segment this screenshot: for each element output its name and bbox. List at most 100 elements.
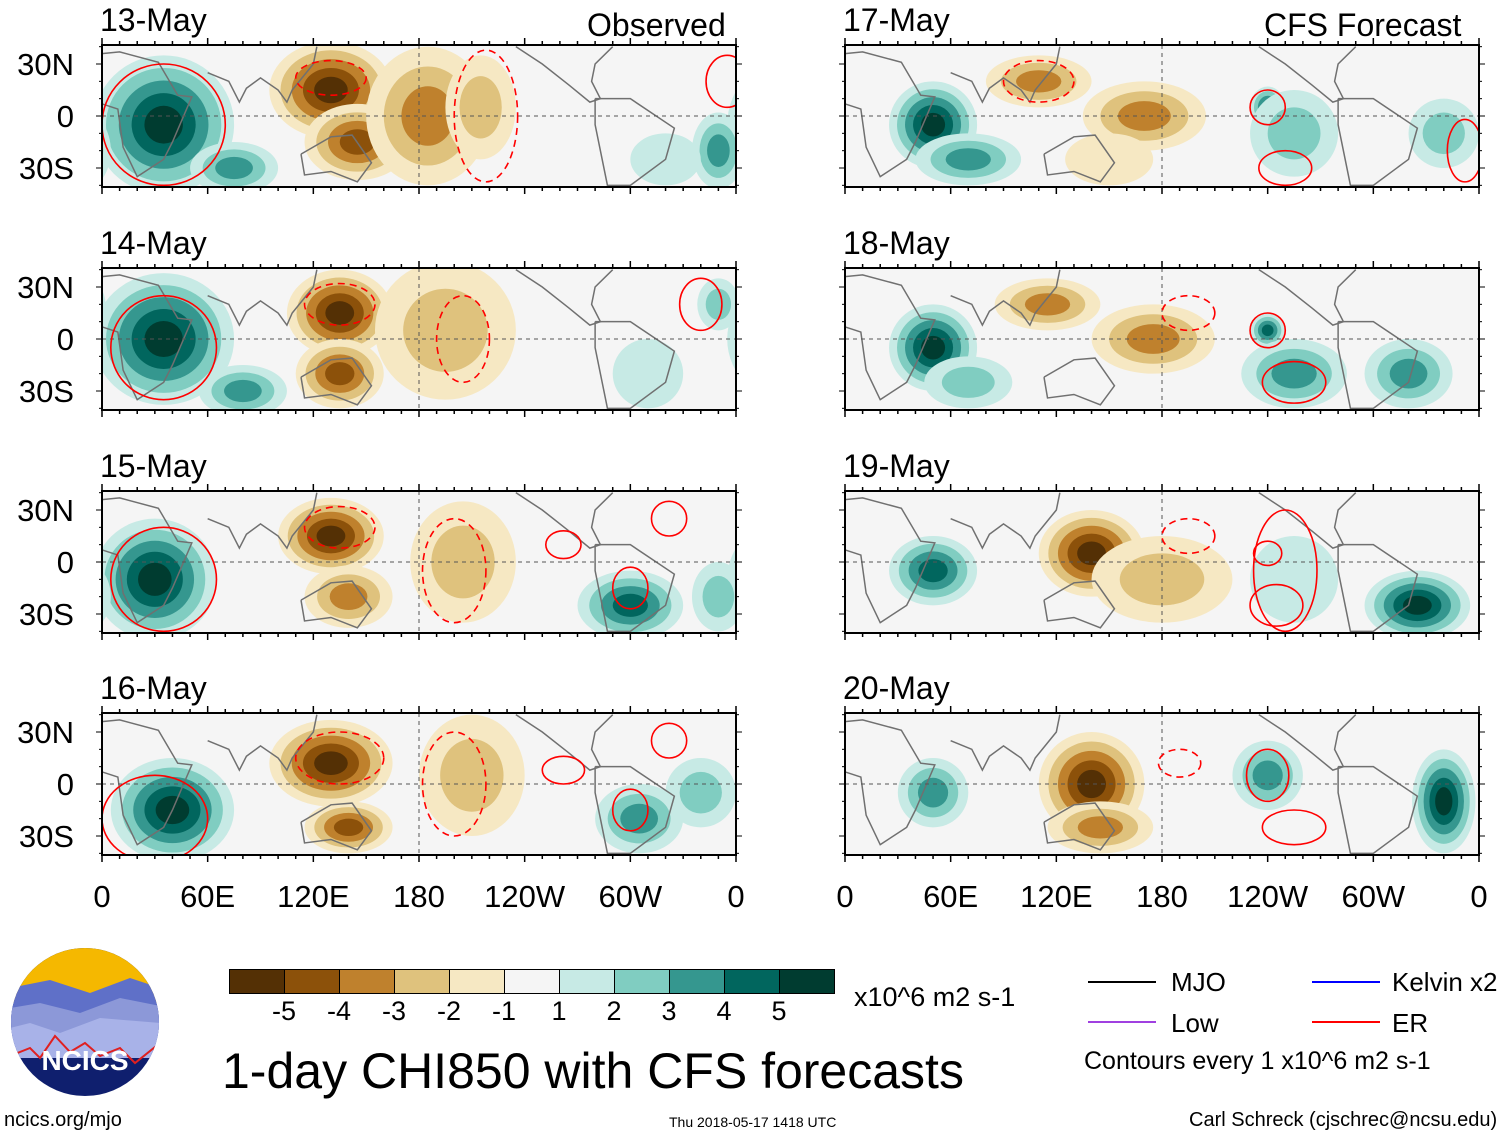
lat-label: 30N bbox=[17, 47, 74, 82]
er-contour bbox=[294, 731, 385, 785]
colorbar-swatch bbox=[450, 970, 505, 993]
coastline bbox=[102, 719, 193, 846]
panel-date: 17-May bbox=[843, 2, 950, 38]
anomaly-level-2 bbox=[738, 530, 839, 629]
coastline bbox=[1337, 543, 1419, 633]
anomaly-level-1 bbox=[778, 749, 841, 853]
coastline bbox=[300, 134, 373, 183]
anomaly-level-4 bbox=[612, 593, 648, 617]
anomaly-level-2 bbox=[789, 113, 831, 155]
coastline bbox=[950, 492, 1061, 550]
anomaly-level-3 bbox=[756, 359, 794, 389]
coastline bbox=[950, 269, 1061, 327]
anomaly-level-3 bbox=[620, 803, 659, 834]
coastline bbox=[1258, 714, 1357, 771]
coastline bbox=[950, 46, 1061, 104]
observed-label: Observed bbox=[587, 7, 726, 43]
anomaly-level-2 bbox=[702, 575, 735, 618]
anomaly-level-5 bbox=[921, 112, 946, 137]
contour-note: Contours every 1 x10^6 m2 s-1 bbox=[1084, 1047, 1431, 1075]
anomaly-level-2 bbox=[1422, 112, 1465, 155]
anomaly-level-1 bbox=[102, 570, 111, 623]
map-panel-19-May bbox=[839, 484, 1485, 640]
lat-label: 30S bbox=[18, 151, 74, 186]
forecast-label: CFS Forecast bbox=[1264, 7, 1462, 43]
anomaly-level--3 bbox=[1126, 324, 1180, 354]
anomaly-level--3 bbox=[329, 583, 368, 611]
lon-label: 60W bbox=[1341, 879, 1406, 914]
anomaly-level-5 bbox=[778, 106, 816, 144]
lon-label: 120W bbox=[1227, 879, 1309, 914]
anomaly-level-4 bbox=[761, 552, 817, 607]
coastline bbox=[515, 714, 614, 771]
anomaly-level-3 bbox=[767, 777, 845, 843]
lat-label: 30S bbox=[18, 597, 74, 632]
anomaly-level-2 bbox=[679, 771, 722, 814]
er-contour bbox=[1261, 809, 1327, 846]
anomaly-level-5 bbox=[1402, 595, 1432, 615]
er-contour bbox=[650, 500, 688, 537]
coastline bbox=[594, 765, 676, 855]
er-contour bbox=[1258, 149, 1313, 187]
anomaly-level-4 bbox=[1261, 324, 1274, 337]
colorbar-swatch bbox=[505, 970, 560, 993]
panel-date: 20-May bbox=[843, 670, 950, 706]
coastline bbox=[1258, 46, 1357, 103]
colorbar-units: x10^6 m2 s-1 bbox=[854, 982, 1016, 1012]
colorbar-label: -4 bbox=[326, 996, 352, 1026]
anomaly-level--5 bbox=[314, 751, 348, 776]
logo-text: NCICS bbox=[41, 1045, 128, 1076]
er-contour bbox=[435, 294, 491, 384]
er-contour bbox=[705, 54, 736, 109]
colorbar-label: 4 bbox=[716, 996, 732, 1026]
colorbar-swatch bbox=[670, 970, 725, 993]
er-contour bbox=[678, 277, 723, 332]
coastline bbox=[102, 51, 193, 178]
er-contour bbox=[1261, 360, 1327, 404]
coastline bbox=[1337, 97, 1419, 187]
coastline bbox=[845, 274, 936, 401]
anomaly-level-4 bbox=[766, 93, 830, 156]
anomaly-level-1 bbox=[731, 339, 819, 408]
anomaly-level--3 bbox=[401, 86, 455, 146]
anomaly-level-5 bbox=[144, 321, 183, 357]
anomaly-level-3 bbox=[945, 148, 991, 171]
footer-url[interactable]: ncics.org/mjo bbox=[4, 1109, 122, 1131]
coastline bbox=[950, 714, 1061, 772]
colorbar-swatch bbox=[230, 970, 285, 993]
coastline bbox=[515, 269, 614, 326]
anomaly-level--3 bbox=[1024, 293, 1071, 316]
anomaly-level-4 bbox=[759, 590, 807, 622]
figure-title: 1-day CHI850 with CFS forecasts bbox=[222, 1043, 964, 1099]
lon-label: 120E bbox=[277, 879, 350, 914]
anomaly-level-3 bbox=[1271, 358, 1317, 389]
legend-low-line bbox=[1088, 1021, 1156, 1023]
anomaly-level-1 bbox=[1250, 536, 1339, 623]
anomaly-level--5 bbox=[314, 76, 348, 104]
lon-label: 60W bbox=[598, 879, 663, 914]
er-contour bbox=[1161, 517, 1216, 555]
colorbar-swatch bbox=[285, 970, 340, 993]
colorbar-label: 3 bbox=[661, 996, 677, 1026]
lat-label: 30S bbox=[18, 819, 74, 854]
anomaly-level--5 bbox=[325, 301, 355, 325]
anomaly-level-5 bbox=[144, 105, 183, 144]
lon-label: 0 bbox=[836, 879, 854, 914]
coastline bbox=[594, 320, 676, 410]
er-contour bbox=[421, 731, 487, 837]
er-contour bbox=[611, 566, 649, 610]
er-contour bbox=[544, 530, 582, 560]
anomaly-level-3 bbox=[750, 541, 828, 618]
er-contour bbox=[1157, 748, 1202, 778]
anomaly-level--5 bbox=[1077, 541, 1106, 566]
lon-label: 120E bbox=[1020, 879, 1093, 914]
anomaly-level--3 bbox=[1016, 70, 1062, 93]
anomaly-level-5 bbox=[801, 787, 818, 815]
anomaly-level-1 bbox=[612, 339, 684, 409]
anomaly-level-2 bbox=[740, 577, 826, 634]
panel-date: 14-May bbox=[100, 225, 207, 261]
anomaly-level-1 bbox=[102, 122, 111, 180]
coastline bbox=[845, 719, 936, 846]
panel-date: 13-May bbox=[100, 2, 207, 38]
lon-label: 0 bbox=[1470, 879, 1488, 914]
